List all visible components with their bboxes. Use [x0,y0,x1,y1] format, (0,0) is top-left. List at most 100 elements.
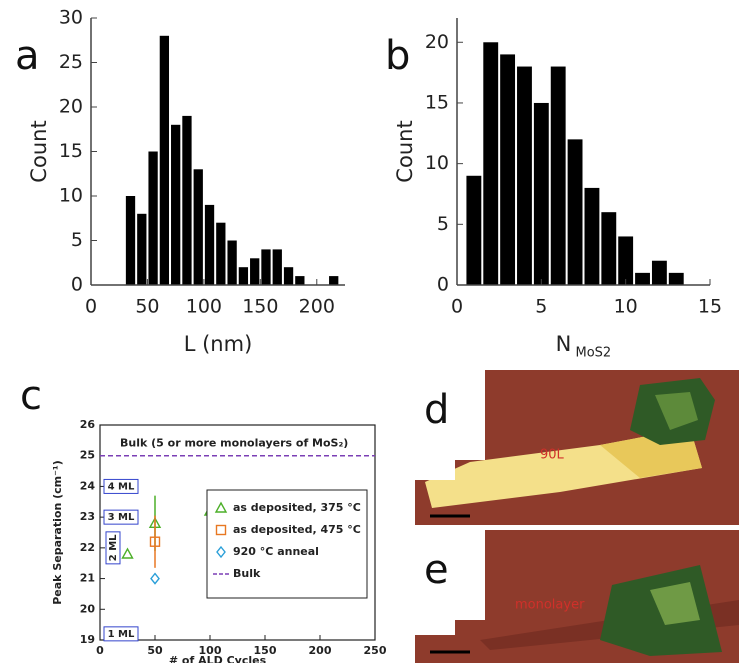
bar [283,267,294,285]
annotation-box [103,509,139,525]
bar [171,124,181,285]
y-tick-label: 15 [425,91,449,113]
x-tick-label: 100 [186,296,222,318]
y-axis-label: Peak Separation (cm⁻¹) [51,460,64,605]
panel-label: d [424,387,449,433]
image-annotation: monolayer [515,598,585,613]
marker [149,536,161,547]
x-tick-label: 5 [535,296,547,318]
x-axis-label: N [556,332,572,356]
y-tick-label: 25 [80,449,95,462]
y-tick-label: 10 [425,152,449,174]
bar [125,196,136,285]
reference-label: Bulk (5 or more monolayers of MoS₂) [120,437,348,450]
panel-label: e [424,547,449,593]
panel-label: a [15,33,40,79]
bar [193,169,203,285]
annotation-text: 3 ML [108,512,135,523]
layer-annotation: 3 ML [103,509,139,525]
annotation-text: 2 ML [108,534,119,561]
annotation-text: 4 ML [108,481,135,492]
legend-label: as deposited, 475 °C [233,523,361,536]
x-tick-label: 50 [135,296,159,318]
y-tick-label: 19 [80,633,95,646]
micrograph-e [415,530,739,663]
bar [668,272,684,285]
y-tick-label: 5 [71,229,83,251]
y-tick-label: 20 [80,602,96,615]
panel-label: b [385,33,410,79]
plot-frame [99,424,376,641]
marker [121,547,134,559]
layer-annotation: 2 ML [105,531,121,565]
bar [137,213,147,285]
x-tick-label: 200 [299,296,335,318]
x-axis-label: # of ALD Cycles [169,654,267,663]
y-tick-label: 26 [80,418,96,431]
y-tick-label: 23 [80,510,95,523]
bar [272,249,282,285]
x-tick-label: 0 [85,296,97,318]
x-tick-label: 0 [451,296,463,318]
x-axis-label-subscript: MoS2 [576,346,612,361]
bar [216,222,226,285]
bar [227,240,237,285]
bar [517,66,532,285]
x-tick-label: 100 [199,644,222,657]
bar [238,267,249,285]
legend-marker [215,524,227,536]
bar [601,212,617,285]
y-tick-label: 10 [59,185,83,207]
x-tick-label: 15 [698,296,722,318]
marker [150,572,160,585]
x-tick-label: 150 [242,296,278,318]
bar [567,139,583,285]
legend-label: Bulk [233,567,261,580]
bar [584,187,600,285]
layer-annotation: 1 ML [103,626,139,642]
bar [500,54,516,286]
annotation-box [103,478,139,494]
x-tick-label: 0 [96,644,104,657]
x-axis-label: L (nm) [184,332,253,356]
legend-marker [216,545,226,559]
y-tick-label: 21 [80,572,95,585]
legend-marker [214,501,228,513]
y-tick-label: 25 [59,51,83,73]
bar [159,35,170,285]
bar [550,66,566,285]
bar [250,258,260,285]
bar [295,276,305,285]
y-tick-label: 5 [437,213,449,235]
bar [182,115,192,286]
y-axis-label: Count [27,120,51,182]
bar [329,276,339,285]
panel-label: c [20,373,42,419]
y-tick-label: 20 [59,96,83,118]
y-tick-label: 30 [59,7,83,29]
bar [483,42,499,285]
legend-label: as deposited, 375 °C [233,501,361,514]
y-axis-label: Count [393,120,417,182]
y-tick-label: 24 [80,479,96,492]
x-tick-label: 50 [147,644,163,657]
x-tick-label: 200 [309,644,332,657]
legend-frame [206,489,368,599]
bar [635,272,650,285]
bar [533,102,549,285]
y-tick-label: 0 [437,274,449,296]
annotation-text: 1 ML [108,629,135,640]
y-tick-label: 22 [80,541,95,554]
micrograph-d [415,370,739,525]
annotation-box [105,531,121,565]
legend-label: 920 °C anneal [233,545,319,558]
annotation-box [103,626,139,642]
y-tick-label: 0 [71,274,83,296]
bar [204,204,215,285]
bar [148,151,158,285]
layer-annotation: 4 ML [103,478,139,494]
bar [618,236,634,285]
y-tick-label: 15 [59,140,83,162]
bar [651,260,667,285]
